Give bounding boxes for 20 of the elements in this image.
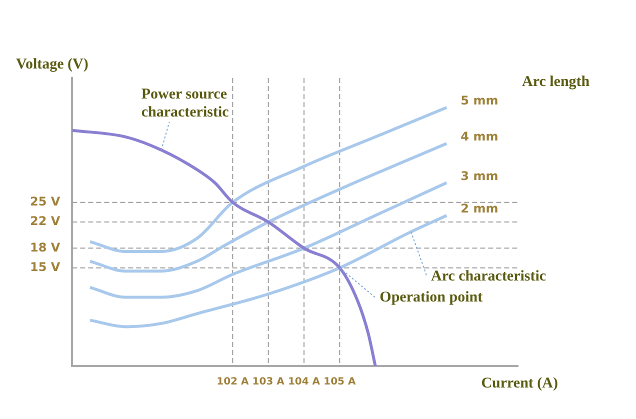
y-tick-label: 15 V: [30, 260, 61, 274]
y-tick-label: 25 V: [30, 194, 61, 208]
x-tick-label: 105 A: [324, 376, 356, 388]
series-label: 5 mm: [460, 94, 498, 108]
annotation: Arc characteristic: [431, 268, 546, 285]
y-tick-label: 18 V: [30, 240, 61, 254]
line-series: [72, 128, 377, 366]
series-label: Power source characteristic: [141, 86, 230, 120]
x-tick-label: 104 A: [288, 376, 320, 388]
legend-title: Arc length: [522, 74, 590, 90]
x-tick-label: 102 A: [216, 376, 249, 388]
series-label: 2 mm: [460, 202, 498, 216]
annotation: Operation point: [380, 290, 483, 306]
series-label: 3 mm: [460, 168, 498, 183]
x-axis-title: Current (A): [481, 375, 558, 392]
line-series: [88, 106, 448, 253]
x-tick-label: 103 A: [252, 376, 285, 388]
y-tick-label: 22 V: [30, 214, 61, 228]
y-axis-title: Voltage (V): [16, 56, 88, 72]
series-label: 4 mm: [460, 130, 498, 144]
